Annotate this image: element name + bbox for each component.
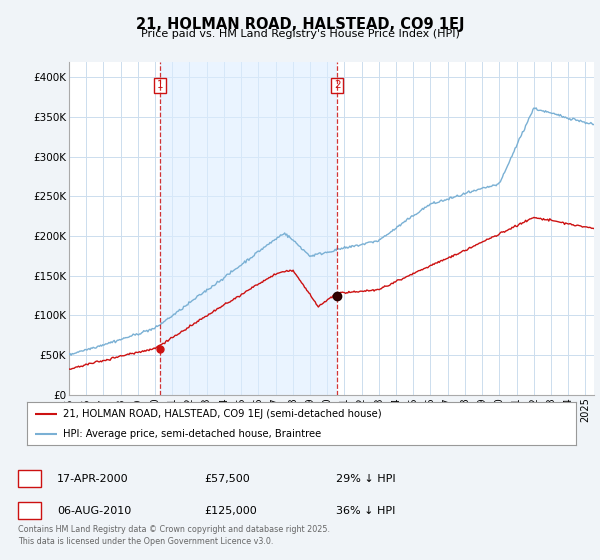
Text: 17-APR-2000: 17-APR-2000	[57, 474, 128, 484]
Text: HPI: Average price, semi-detached house, Braintree: HPI: Average price, semi-detached house,…	[62, 428, 321, 438]
Text: Price paid vs. HM Land Registry's House Price Index (HPI): Price paid vs. HM Land Registry's House …	[140, 29, 460, 39]
Text: 1: 1	[157, 81, 163, 90]
Bar	[160, 62, 337, 395]
Text: 21, HOLMAN ROAD, HALSTEAD, CO9 1EJ: 21, HOLMAN ROAD, HALSTEAD, CO9 1EJ	[136, 17, 464, 32]
Text: 1: 1	[26, 474, 33, 484]
Text: 29% ↓ HPI: 29% ↓ HPI	[336, 474, 395, 484]
Text: 21, HOLMAN ROAD, HALSTEAD, CO9 1EJ (semi-detached house): 21, HOLMAN ROAD, HALSTEAD, CO9 1EJ (semi…	[62, 409, 382, 419]
Text: 36% ↓ HPI: 36% ↓ HPI	[336, 506, 395, 516]
Text: 06-AUG-2010: 06-AUG-2010	[57, 506, 131, 516]
Text: 2: 2	[334, 81, 341, 90]
Text: £125,000: £125,000	[204, 506, 257, 516]
Text: Contains HM Land Registry data © Crown copyright and database right 2025.
This d: Contains HM Land Registry data © Crown c…	[18, 525, 330, 546]
Text: £57,500: £57,500	[204, 474, 250, 484]
Text: 2: 2	[26, 506, 33, 516]
